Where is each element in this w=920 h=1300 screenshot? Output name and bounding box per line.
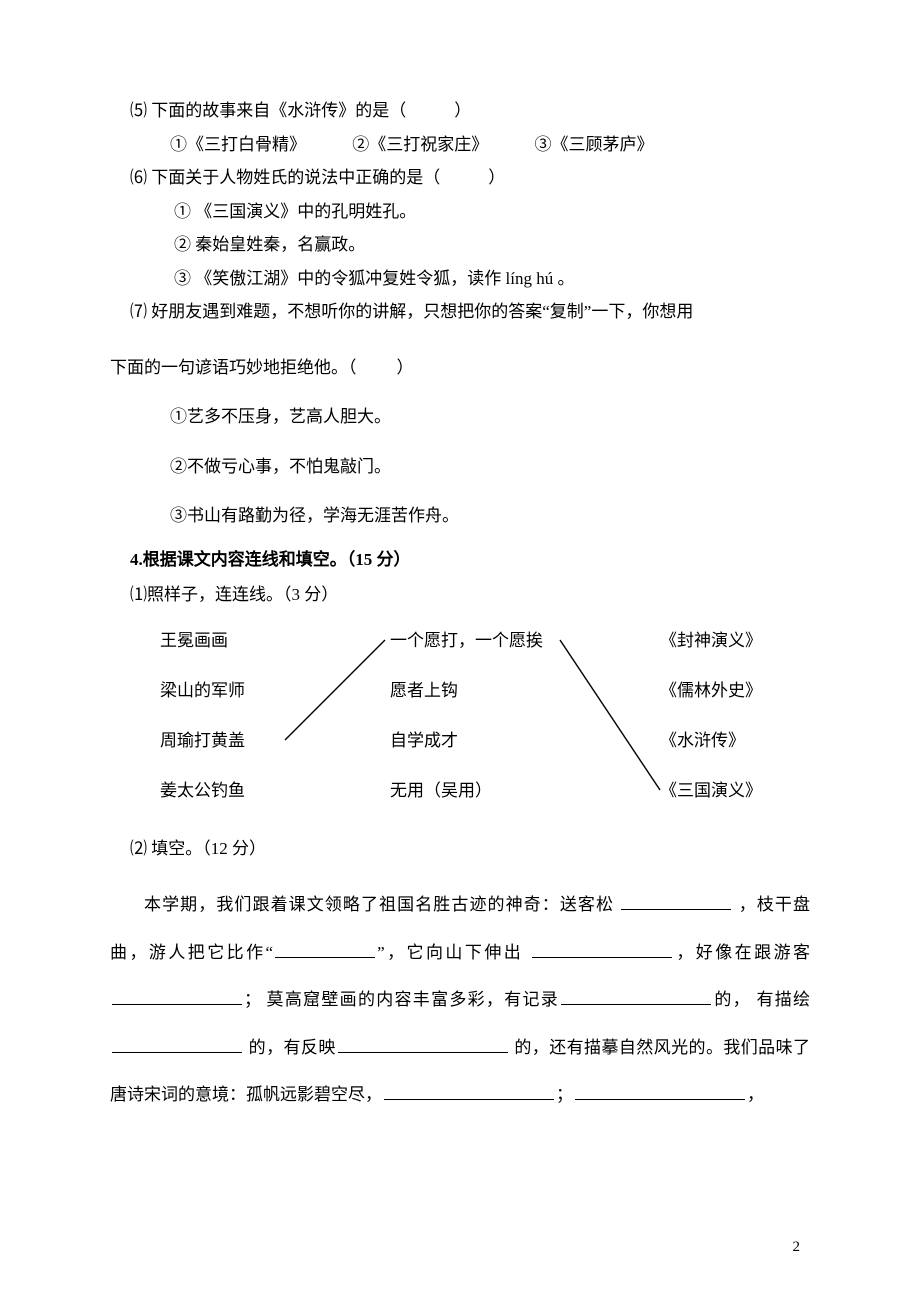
fill-t10: ， xyxy=(747,1085,764,1104)
q7-stem-b-suffix: ） xyxy=(397,358,414,377)
match-c1-r2: 梁山的军师 xyxy=(160,676,320,726)
q5-stem-prefix: ⑸ 下面的故事来自《水浒传》的是（ xyxy=(130,101,406,120)
fill-t5: ； 莫高窟壁画的内容丰富多彩，有记录 xyxy=(244,990,559,1009)
q7-stem-a: ⑺ 好朋友遇到难题，不想听你的讲解，只想把你的答案“复制”一下，你想用 xyxy=(110,299,810,325)
match-c2-r2: 愿者上钩 xyxy=(390,676,590,726)
match-c1-r1: 王冕画画 xyxy=(160,626,320,676)
fill-paragraph: 本学期，我们跟着课文领略了祖国名胜古迹的神奇：送客松 ，枝干盘曲，游人把它比作“… xyxy=(110,881,810,1119)
match-c2-r1: 一个愿打，一个愿挨 xyxy=(390,626,590,676)
match-col3: 《封神演义》 《儒林外史》 《水浒传》 《三国演义》 xyxy=(660,626,820,826)
match-c3-r2: 《儒林外史》 xyxy=(660,676,820,726)
blank-7[interactable] xyxy=(338,1035,508,1053)
match-c3-r4: 《三国演义》 xyxy=(660,776,820,826)
q5-opt1: ①《三打白骨精》 xyxy=(170,135,306,154)
q5-opt2: ②《三打祝家庄》 xyxy=(352,135,488,154)
q7-opt3: ③书山有路勤为径，学海无涯苦作舟。 xyxy=(110,503,810,529)
blank-8[interactable] xyxy=(384,1082,554,1100)
blank-1[interactable] xyxy=(621,892,731,910)
q5-stem: ⑸ 下面的故事来自《水浒传》的是（ ） xyxy=(110,98,810,124)
match-col1: 王冕画画 梁山的军师 周瑜打黄盖 姜太公钓鱼 xyxy=(160,626,320,826)
match-c1-r3: 周瑜打黄盖 xyxy=(160,726,320,776)
match-c1-r4: 姜太公钓鱼 xyxy=(160,776,320,826)
blank-6[interactable] xyxy=(112,1035,242,1053)
blank-5[interactable] xyxy=(561,987,711,1005)
match-c2-r3: 自学成才 xyxy=(390,726,590,776)
match-c2-r4: 无用（吴用） xyxy=(390,776,590,826)
q5-options: ①《三打白骨精》 ②《三打祝家庄》 ③《三顾茅庐》 xyxy=(110,132,810,158)
q7-opt1: ①艺多不压身，艺高人胆大。 xyxy=(110,404,810,430)
match-c3-r3: 《水浒传》 xyxy=(660,726,820,776)
q5-stem-suffix: ） xyxy=(454,101,471,120)
fill-t1: 本学期，我们跟着课文领略了祖国名胜古迹的神奇：送客松 xyxy=(144,895,619,914)
blank-3[interactable] xyxy=(532,940,672,958)
q6-stem-prefix: ⑹ 下面关于人物姓氏的说法中正确的是（ xyxy=(130,168,440,187)
fill-t3: ”，它向山下伸出 xyxy=(377,943,530,962)
blank-9[interactable] xyxy=(575,1082,745,1100)
q6-stem-suffix: ） xyxy=(488,168,505,187)
fill-t9: ； xyxy=(556,1085,573,1104)
q4-2-stem: ⑵ 填空。（12 分） xyxy=(110,836,810,862)
match-diagram: 王冕画画 梁山的军师 周瑜打黄盖 姜太公钓鱼 一个愿打，一个愿挨 愿者上钩 自学… xyxy=(110,626,810,826)
fill-t4: ，好像在跟游客 xyxy=(674,943,810,962)
fill-t6: 的， 有描绘 xyxy=(713,990,810,1009)
match-col2: 一个愿打，一个愿挨 愿者上钩 自学成才 无用（吴用） xyxy=(390,626,590,826)
fill-t7: 的，有反映 xyxy=(244,1038,336,1057)
q7-stem-b-prefix: 下面的一句谚语巧妙地拒绝他。（ xyxy=(110,358,357,377)
q4-heading: 4.根据课文内容连线和填空。（15 分） xyxy=(110,547,810,573)
blank-4[interactable] xyxy=(112,987,242,1005)
q5-opt3: ③《三顾茅庐》 xyxy=(535,135,654,154)
q4-1-stem: ⑴照样子，连连线。（3 分） xyxy=(110,582,810,608)
q7-opt2: ②不做亏心事，不怕鬼敲门。 xyxy=(110,454,810,480)
q6-stem: ⑹ 下面关于人物姓氏的说法中正确的是（ ） xyxy=(110,165,810,191)
q6-opt1: ① 《三国演义》中的孔明姓孔。 xyxy=(110,199,810,225)
match-c3-r1: 《封神演义》 xyxy=(660,626,820,676)
q7-stem-b: 下面的一句谚语巧妙地拒绝他。（ ） xyxy=(110,355,810,381)
page-number: 2 xyxy=(793,1239,801,1256)
q6-opt3: ③ 《笑傲江湖》中的令狐冲复姓令狐，读作 líng hú 。 xyxy=(110,266,810,292)
blank-2[interactable] xyxy=(275,940,375,958)
q6-opt2: ② 秦始皇姓秦，名赢政。 xyxy=(110,232,810,258)
